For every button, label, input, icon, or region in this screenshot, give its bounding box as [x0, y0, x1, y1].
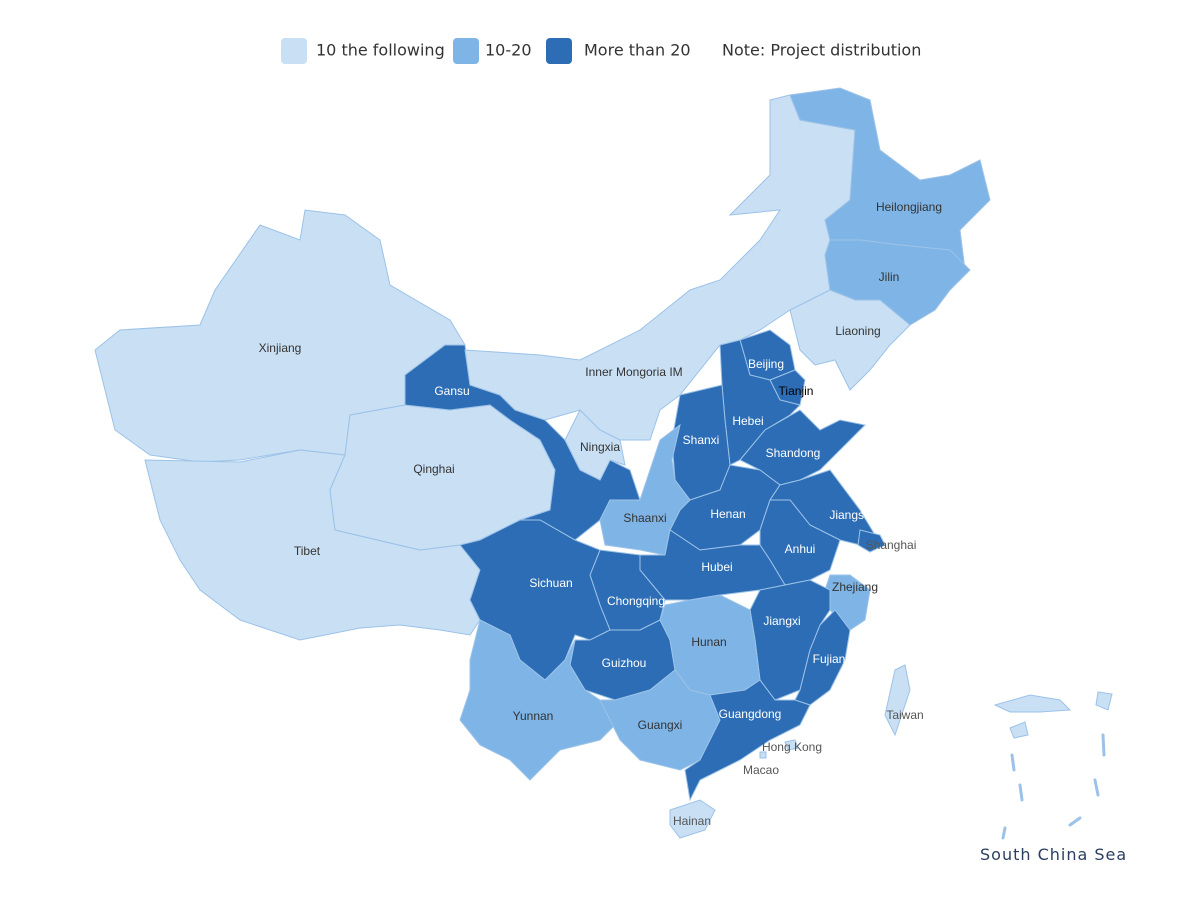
- province: [789, 289, 911, 391]
- inset-island: [1009, 721, 1029, 739]
- province-label: Tibet: [294, 544, 321, 558]
- province-label: Yunnan: [513, 709, 554, 723]
- legend-label[interactable]: 10-20: [485, 41, 532, 60]
- dash-line: [1001, 733, 1106, 840]
- province-label: Guangxi: [638, 718, 683, 732]
- south-china-sea-inset: [993, 691, 1113, 840]
- province-label: Guangdong: [719, 707, 782, 721]
- province-label: Guizhou: [602, 656, 647, 670]
- province: [669, 799, 716, 839]
- inset-label: South China Sea: [980, 845, 1127, 864]
- province-label: Chongqing: [607, 594, 665, 608]
- province: [684, 679, 811, 802]
- legend-swatch[interactable]: [546, 38, 572, 64]
- province-label: Ningxia: [580, 440, 620, 454]
- province-label: Shanxi: [683, 433, 720, 447]
- province: [794, 609, 851, 706]
- province-label: Inner Mongoria IM: [585, 365, 682, 379]
- legend-swatch[interactable]: [281, 38, 307, 64]
- province-label: Macao: [743, 763, 779, 777]
- province-label: Hainan: [673, 814, 711, 828]
- province: [564, 409, 626, 481]
- province-label: Sichuan: [529, 576, 572, 590]
- province: [599, 423, 691, 556]
- province: [759, 751, 767, 759]
- province-label: Gansu: [434, 384, 469, 398]
- province: [857, 529, 886, 553]
- region-labels: Xinjiang Tibet Qinghai Gansu Inner Mongoria …: [259, 200, 942, 828]
- province-label: Hong Kong: [762, 740, 822, 754]
- inset-land: [1095, 691, 1113, 711]
- province-label: Anhui: [785, 542, 816, 556]
- province-label: Fujian: [813, 652, 846, 666]
- province: [784, 739, 799, 751]
- province-label: Taiwan: [886, 708, 923, 722]
- province-label: Tianjin: [779, 384, 814, 398]
- province-label: Jiangsu: [829, 508, 870, 522]
- province: [739, 409, 867, 486]
- province-label: Hubei: [701, 560, 732, 574]
- province-label: Jiangxi: [763, 614, 800, 628]
- province-label: Shandong: [766, 446, 821, 460]
- province-label: Zhejiang: [832, 580, 878, 594]
- legend: 10 the following 10-20 More than 20: [281, 38, 691, 64]
- province-label: Hunan: [691, 635, 726, 649]
- province: [884, 664, 911, 737]
- province-label: Qinghai: [413, 462, 454, 476]
- map-note: Note: Project distribution: [722, 41, 921, 60]
- province-label: Beijing: [748, 357, 784, 371]
- province-label: Jilin: [879, 270, 900, 284]
- province-label: Shanghai: [866, 538, 917, 552]
- province-label: Shaanxi: [623, 511, 666, 525]
- province-label: Henan: [710, 507, 745, 521]
- province-label: Xinjiang: [259, 341, 302, 355]
- regions: [94, 87, 991, 839]
- legend-label[interactable]: 10 the following: [316, 41, 445, 60]
- legend-label[interactable]: More than 20: [584, 41, 691, 60]
- province-label: Heilongjiang: [876, 200, 942, 214]
- province-label: Hebei: [732, 414, 763, 428]
- province-label: Liaoning: [835, 324, 880, 338]
- legend-swatch[interactable]: [453, 38, 479, 64]
- inset-land: [993, 694, 1072, 713]
